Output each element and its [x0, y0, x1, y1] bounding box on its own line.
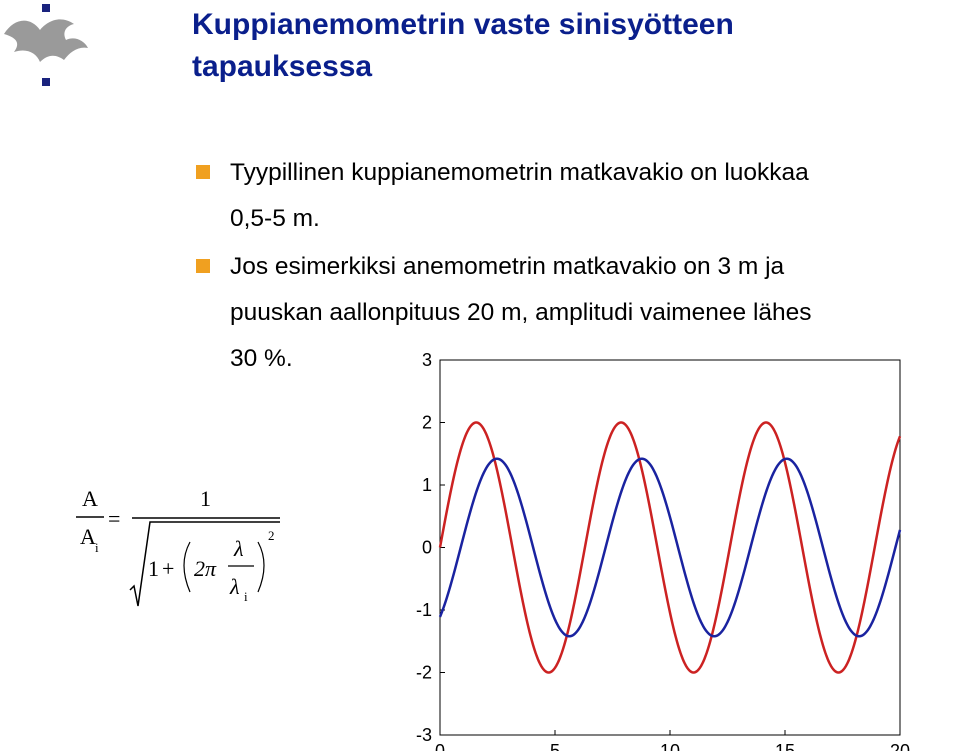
series-line-input — [438, 421, 902, 674]
formula-lhs-denominator: A — [80, 524, 96, 549]
y-tick-label: -1 — [416, 600, 432, 620]
bullet-text: Tyypillinen kuppianemometrin matkavakio … — [230, 159, 809, 186]
page-title: Kuppianemometrin vaste sinisyötteen tapa… — [192, 8, 734, 83]
x-tick-label: 20 — [890, 741, 910, 751]
series-line-response — [438, 457, 902, 638]
bullet-text: 0,5-5 m. — [230, 205, 320, 232]
y-tick-label: 1 — [422, 475, 432, 495]
formula-two-pi: 2π — [194, 556, 217, 581]
formula-equals: = — [108, 506, 120, 531]
bullet-text: puuskan aallonpituus 20 m, amplitudi vai… — [230, 299, 812, 326]
y-tick-label: 2 — [422, 413, 432, 433]
list-item: Jos esimerkiksi anemometrin matkavakio o… — [196, 244, 956, 382]
list-item: Tyypillinen kuppianemometrin matkavakio … — [196, 150, 956, 242]
formula-lambda-i-sub: i — [244, 589, 248, 604]
amplitude-ratio-formula: A A i = 1 1 + 2π λ λ i 2 — [76, 486, 280, 607]
y-tick-label: -2 — [416, 663, 432, 683]
formula-one: 1 — [148, 556, 159, 581]
formula-lhs-numerator: A — [82, 486, 98, 511]
x-tick-label: 10 — [660, 741, 680, 751]
square-bullet-icon — [196, 165, 210, 179]
formula-lambda-i: λ — [229, 574, 240, 599]
formula-lambda: λ — [233, 536, 244, 561]
formula-plus: + — [162, 556, 174, 581]
flame-crest-logo-icon — [4, 4, 88, 86]
bullet-text: 30 %. — [230, 345, 293, 372]
y-tick-label: 0 — [422, 538, 432, 558]
bullet-list: Tyypillinen kuppianemometrin matkavakio … — [196, 150, 956, 384]
y-tick-label: -3 — [416, 725, 432, 745]
x-tick-label: 0 — [435, 741, 445, 751]
bullet-text: Jos esimerkiksi anemometrin matkavakio o… — [230, 253, 785, 280]
plot-frame — [439, 359, 901, 736]
x-tick-label: 15 — [775, 741, 795, 751]
formula-lhs-denominator-sub: i — [95, 540, 99, 555]
formula-rhs-numerator: 1 — [200, 486, 211, 511]
y-tick-label: 3 — [422, 350, 432, 370]
formula-exponent: 2 — [268, 528, 275, 543]
square-bullet-icon — [196, 259, 210, 273]
x-tick-label: 5 — [550, 741, 560, 751]
